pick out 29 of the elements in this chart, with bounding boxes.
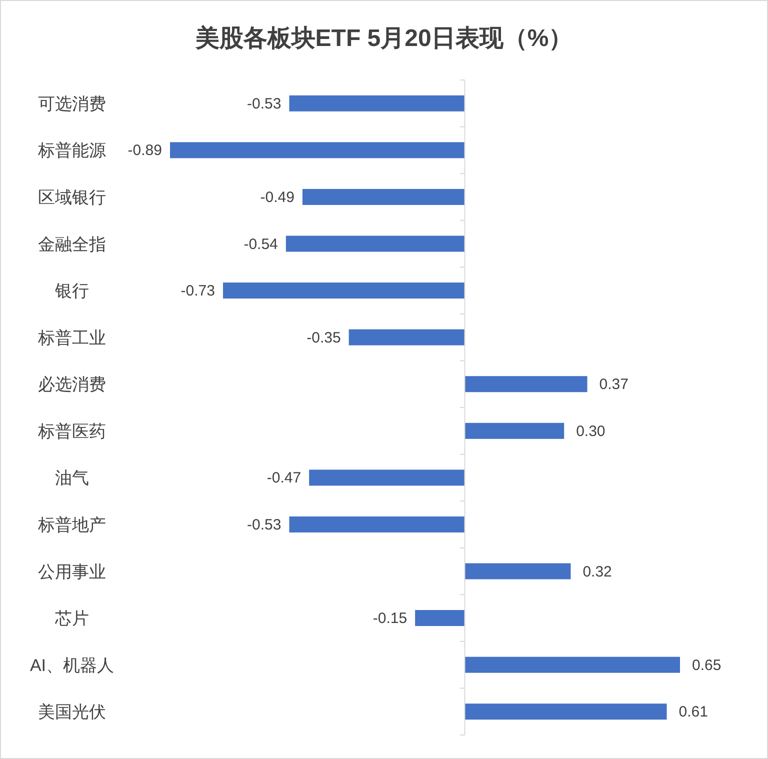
category-label: AI、机器人: [30, 656, 114, 675]
category-label: 油气: [55, 468, 89, 488]
data-label: -0.53: [247, 95, 282, 112]
data-label: -0.15: [372, 610, 408, 628]
data-label: -0.47: [266, 470, 302, 487]
data-label: -0.35: [306, 329, 341, 346]
category-label: 必选消费: [38, 375, 106, 394]
data-label: 0.30: [576, 422, 606, 440]
category-label: 银行: [55, 282, 89, 301]
category-label: 标普地产: [38, 515, 106, 534]
data-label: 0.61: [678, 704, 708, 721]
category-label: 公用事业: [38, 562, 106, 582]
data-label: -0.54: [244, 236, 278, 253]
category-label: 金融全指: [38, 234, 106, 254]
category-label: 芯片: [55, 609, 89, 628]
data-label: 0.32: [582, 563, 612, 580]
category-label: 美国光伏: [38, 702, 106, 722]
data-label: 0.65: [692, 656, 722, 674]
category-label: 标普工业: [38, 328, 106, 348]
data-label: -0.53: [247, 516, 282, 534]
category-label: 标普能源: [38, 141, 106, 160]
category-label: 可选消费: [38, 94, 106, 114]
category-label: 区域银行: [38, 188, 106, 207]
title: 美股各板块ETF 5月20日表现（%）: [195, 25, 573, 52]
category-label: 标普医药: [38, 422, 106, 441]
data-label: -0.49: [260, 188, 294, 206]
data-label: 0.37: [599, 376, 628, 394]
data-label: -0.73: [180, 282, 215, 300]
data-label: -0.89: [128, 142, 162, 160]
